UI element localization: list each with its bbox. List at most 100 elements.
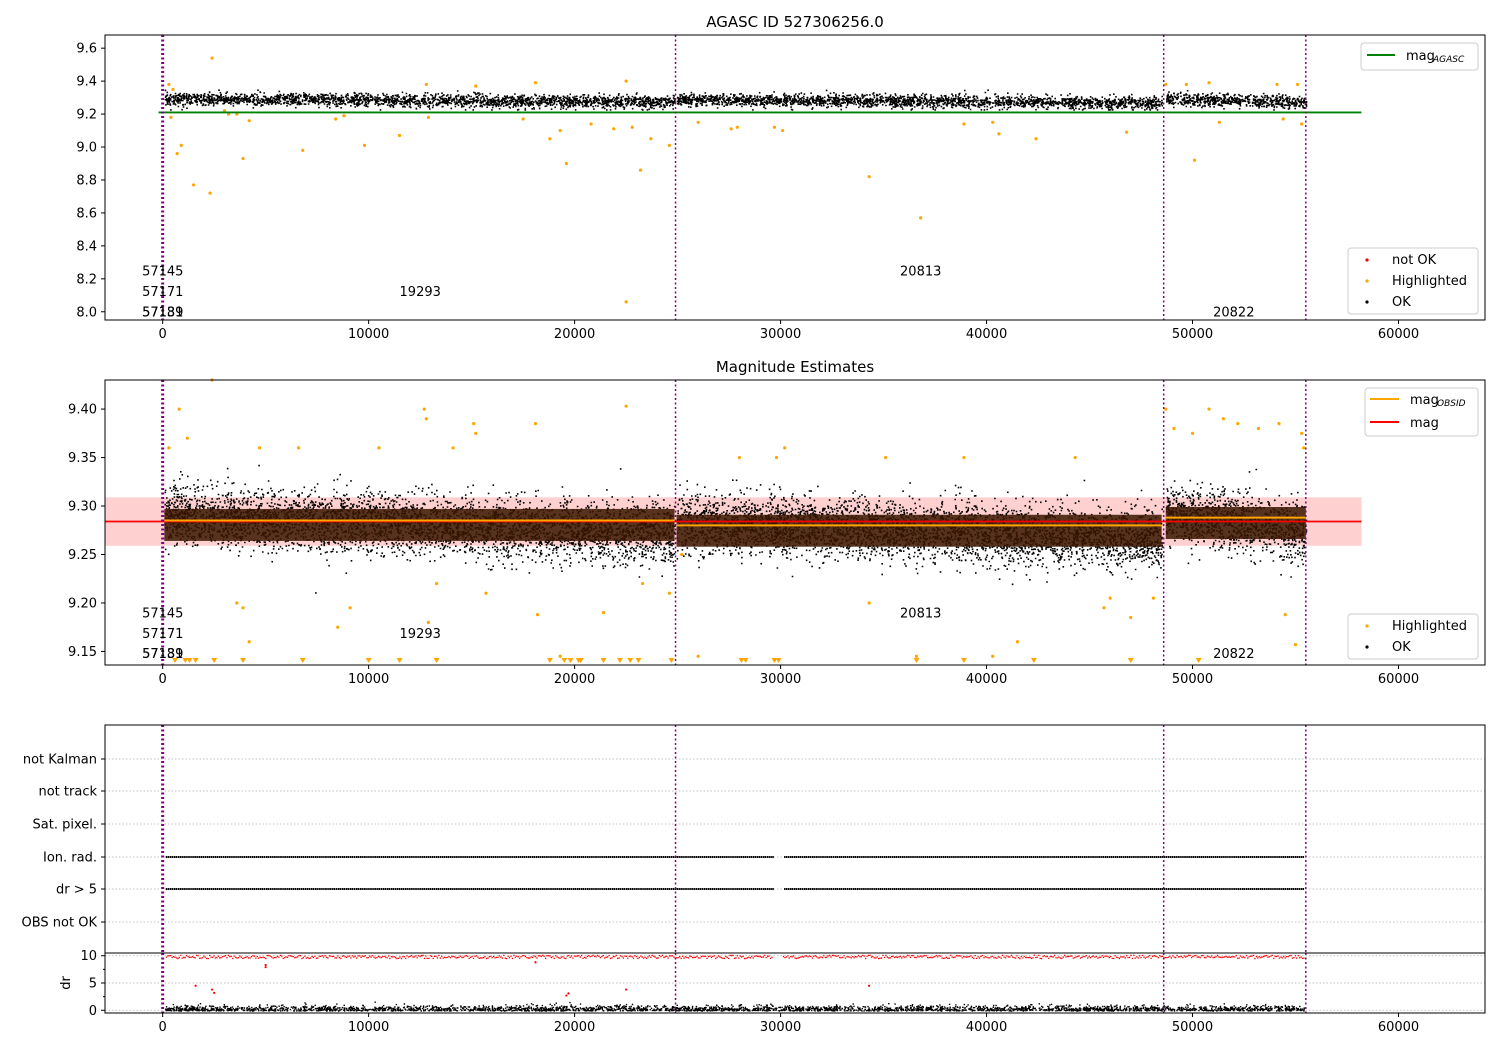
obsid-annotation: 19293: [400, 627, 441, 642]
highlighted-point: [175, 152, 179, 156]
panel-flags-axes: not Kalman not track Sat. pixel. Ion. rad. d…: [22, 753, 105, 931]
legend-marker-not-ok: [1365, 258, 1369, 262]
highlighted-point: [624, 79, 628, 83]
highlighted-point: [1172, 426, 1176, 431]
highlighted-point: [867, 601, 871, 605]
offscale-marker: [211, 658, 218, 663]
highlighted-point: [783, 446, 787, 450]
y-tick-label: 8.6: [76, 206, 97, 221]
highlighted-point: [696, 120, 700, 124]
obsid-annotation: 57145: [142, 265, 183, 280]
x-tick-label: 60000: [1378, 327, 1419, 342]
highlighted-point: [564, 161, 568, 166]
y-tick-label: 8.2: [76, 272, 97, 287]
ok-points: [164, 89, 1308, 111]
legend-label: Highlighted: [1392, 274, 1467, 289]
y-tick-label: 9.2: [76, 108, 97, 123]
highlighted-point: [426, 115, 430, 119]
dr-points: [165, 1001, 1305, 1012]
legend-label-sub: OBSID: [1437, 399, 1466, 409]
highlighted-point: [1102, 606, 1106, 610]
highlighted-point: [167, 82, 171, 87]
highlighted-point: [991, 654, 995, 658]
x-tick-label: 30000: [760, 327, 801, 342]
legend-marker-ok: [1365, 300, 1369, 304]
highlighted-point: [640, 581, 645, 586]
legend-label-main: mag: [1406, 49, 1435, 64]
highlighted-point: [301, 148, 305, 152]
x-tick-label: 0: [159, 1020, 167, 1035]
highlighted-point: [667, 591, 671, 595]
highlighted-point: [1217, 120, 1221, 124]
highlighted-point: [474, 84, 478, 88]
highlighted-point: [247, 119, 251, 123]
panel-dr-ylabel: dr: [59, 976, 74, 990]
offscale-marker: [635, 658, 642, 663]
highlighted-point: [667, 143, 671, 147]
legend-label-sub: AGASC: [1432, 55, 1465, 65]
x-tick-label: 20000: [554, 327, 595, 342]
panel-dr-plot-area: [105, 953, 1485, 1013]
highlighted-point: [774, 455, 779, 460]
y-tick-label: 8.0: [76, 305, 97, 320]
highlighted-point: [624, 300, 628, 304]
offscale-marker: [616, 658, 623, 663]
obsid-annotation: 19293: [400, 285, 441, 300]
highlighted-point: [235, 601, 239, 605]
legend-marker-highlighted: [1365, 279, 1369, 283]
highlighted-point: [334, 117, 338, 121]
x-tick-label: 10000: [348, 327, 389, 342]
highlighted-point: [729, 127, 733, 131]
highlighted-point: [171, 87, 175, 91]
panel-magnitude-legend-bottom: Highlighted OK: [1347, 613, 1479, 660]
x-tick-label: 20000: [554, 672, 595, 687]
legend-label-main: mag: [1410, 393, 1439, 408]
highlighted-point: [1283, 612, 1287, 617]
highlighted-point: [589, 122, 593, 126]
highlighted-point: [680, 552, 684, 557]
highlighted-point: [1108, 596, 1112, 600]
legend-label: OK: [1392, 295, 1411, 310]
highlighted-point: [426, 620, 430, 624]
highlighted-point: [867, 175, 871, 179]
offscale-marker: [960, 658, 967, 663]
highlighted-point: [772, 125, 777, 129]
x-tick-label: 40000: [966, 327, 1007, 342]
y-tick-label: 9.6: [76, 42, 97, 57]
obsid-annotation: 57139: [142, 306, 183, 321]
y-tick-label: 9.40: [68, 403, 97, 418]
x-tick-label: 30000: [760, 1020, 801, 1035]
y-tick-label: 8.8: [76, 173, 97, 188]
offscale-marker: [742, 658, 749, 663]
flag-points: [165, 888, 1305, 890]
offscale-marker: [1195, 658, 1202, 663]
highlighted-point: [1300, 431, 1304, 435]
offscale-marker: [365, 658, 372, 663]
highlighted-point: [1207, 407, 1211, 411]
highlighted-point: [1275, 82, 1279, 87]
offscale-marker: [396, 658, 403, 663]
obsid-annotation: 20822: [1213, 306, 1254, 321]
x-tick-label: 0: [159, 327, 167, 342]
panel-dr: 0 10000 20000 30000 40000 50000 60000 0 5 10 dr: [59, 949, 1486, 1035]
highlighted-point: [257, 446, 262, 450]
offscale-marker: [1127, 658, 1134, 663]
highlighted-point: [179, 143, 183, 147]
highlighted-point: [533, 422, 538, 426]
dr-outlier-point: [868, 984, 871, 987]
highlighted-point: [435, 581, 439, 586]
offscale-marker: [913, 658, 920, 663]
y-tick-label: 8.4: [76, 239, 97, 254]
offscale-marker: [299, 658, 306, 663]
highlighted-point: [1302, 446, 1306, 450]
flag-row-label: Ion. rad.: [43, 851, 97, 866]
dr-outlier-point: [213, 991, 216, 994]
x-tick-label: 10000: [348, 672, 389, 687]
highlighted-point: [884, 455, 888, 460]
highlighted-point: [472, 422, 476, 426]
highlighted-point: [208, 191, 212, 195]
highlighted-point: [342, 114, 346, 118]
highlighted-point: [241, 606, 245, 610]
